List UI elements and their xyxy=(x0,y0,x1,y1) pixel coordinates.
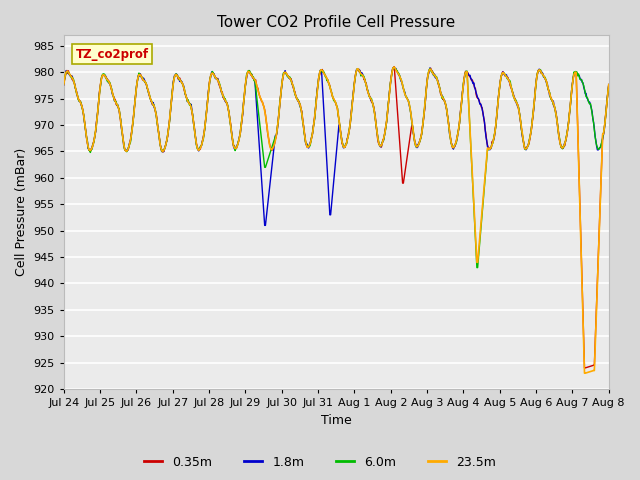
Y-axis label: Cell Pressure (mBar): Cell Pressure (mBar) xyxy=(15,148,28,276)
Legend: 0.35m, 1.8m, 6.0m, 23.5m: 0.35m, 1.8m, 6.0m, 23.5m xyxy=(139,451,501,474)
Text: TZ_co2prof: TZ_co2prof xyxy=(76,48,149,60)
X-axis label: Time: Time xyxy=(321,414,351,427)
Title: Tower CO2 Profile Cell Pressure: Tower CO2 Profile Cell Pressure xyxy=(217,15,456,30)
